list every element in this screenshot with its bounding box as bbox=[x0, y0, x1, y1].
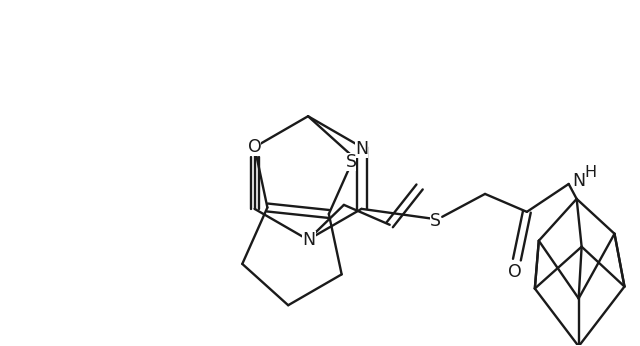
Text: S: S bbox=[429, 212, 441, 230]
Text: N: N bbox=[573, 172, 586, 190]
Text: N: N bbox=[303, 231, 316, 249]
Text: S: S bbox=[346, 153, 356, 171]
Text: O: O bbox=[508, 263, 522, 281]
Text: H: H bbox=[584, 164, 596, 180]
Text: O: O bbox=[248, 138, 262, 156]
Text: N: N bbox=[355, 140, 368, 158]
